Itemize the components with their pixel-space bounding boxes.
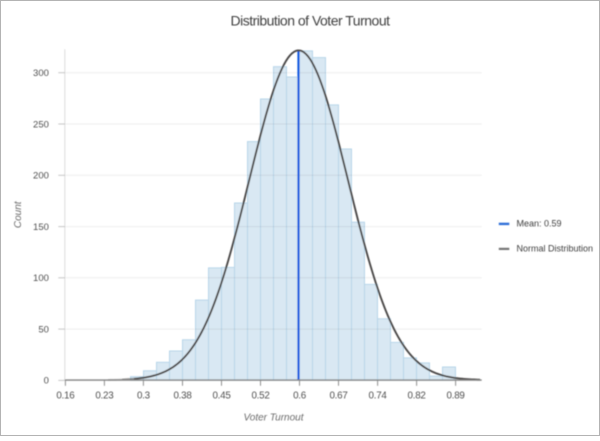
- svg-text:Count: Count: [13, 200, 24, 228]
- svg-text:0.52: 0.52: [251, 391, 269, 402]
- svg-text:0.38: 0.38: [173, 391, 192, 402]
- svg-text:150: 150: [33, 222, 49, 233]
- svg-text:200: 200: [33, 171, 49, 182]
- svg-text:0: 0: [44, 376, 49, 387]
- svg-text:0.3: 0.3: [137, 391, 151, 402]
- svg-text:0.6: 0.6: [293, 391, 307, 402]
- svg-text:Normal Distribution: Normal Distribution: [517, 244, 594, 254]
- svg-text:0.67: 0.67: [329, 391, 347, 402]
- svg-text:Distribution of Voter Turnout: Distribution of Voter Turnout: [230, 13, 390, 29]
- svg-text:0.82: 0.82: [408, 391, 426, 402]
- svg-text:0.45: 0.45: [212, 391, 231, 402]
- svg-text:Mean: 0.59: Mean: 0.59: [517, 219, 562, 229]
- svg-text:300: 300: [33, 68, 49, 79]
- svg-text:Voter Turnout: Voter Turnout: [243, 413, 304, 424]
- svg-text:0.89: 0.89: [447, 391, 465, 402]
- svg-text:100: 100: [33, 273, 49, 284]
- svg-text:0.23: 0.23: [95, 391, 114, 402]
- svg-text:250: 250: [33, 119, 49, 130]
- svg-text:0.16: 0.16: [56, 391, 75, 402]
- svg-text:0.74: 0.74: [369, 391, 388, 402]
- svg-text:50: 50: [38, 324, 49, 335]
